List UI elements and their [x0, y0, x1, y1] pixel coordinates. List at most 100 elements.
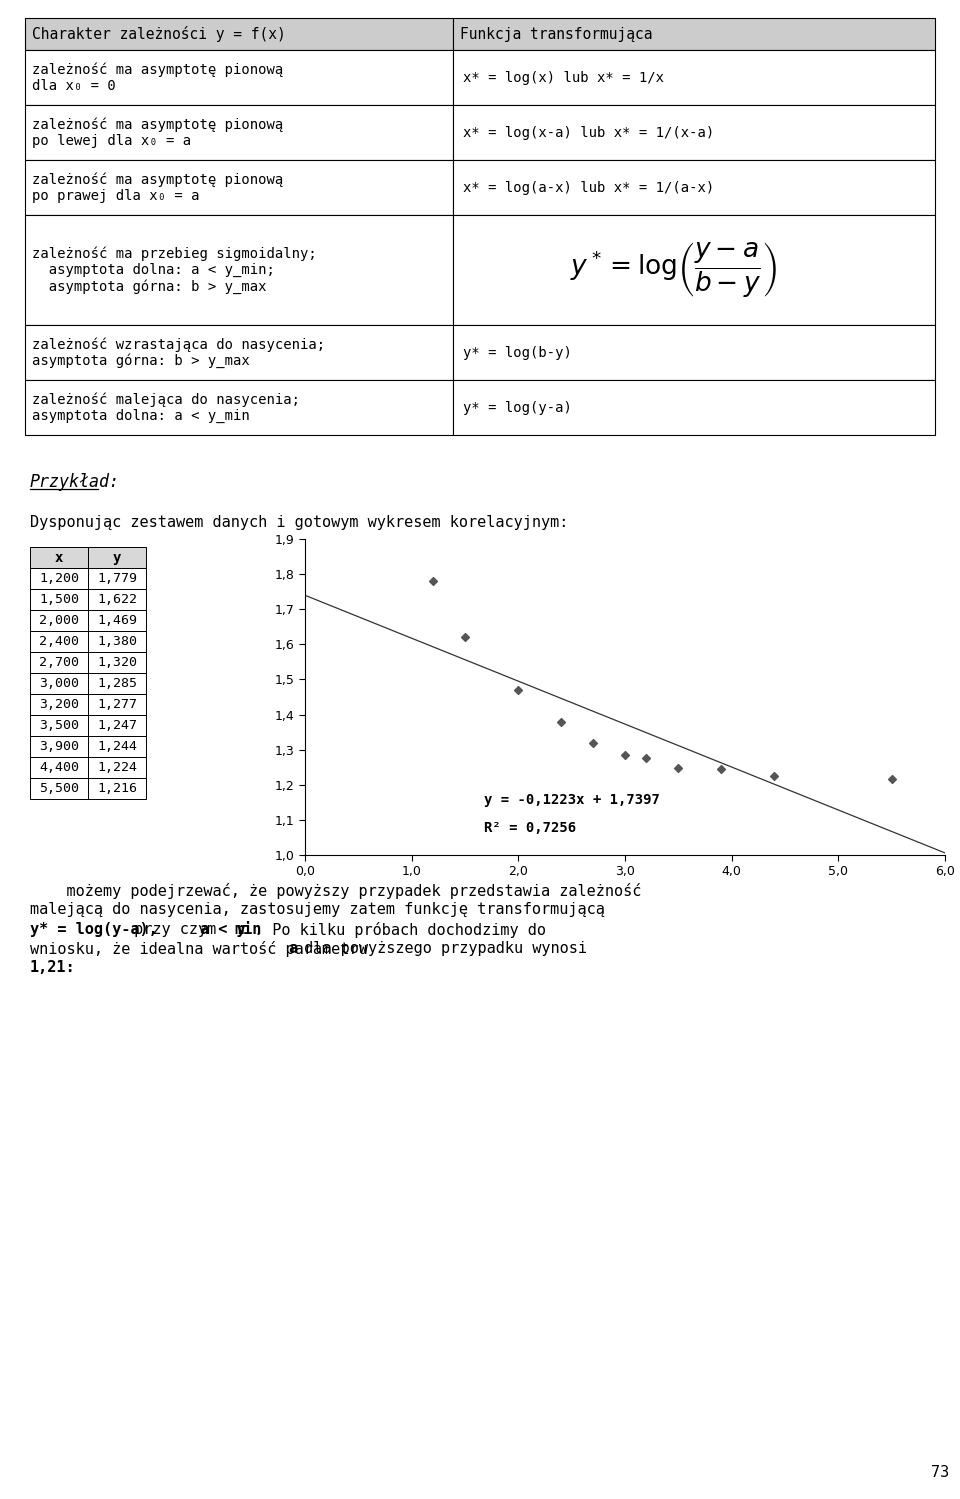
Bar	[88, 673, 146, 694]
Text: Przykład:: Przykład:	[30, 474, 120, 492]
Text: a: a	[288, 941, 298, 956]
Text: 1,469: 1,469	[97, 615, 137, 627]
Text: dla powyższego przypadku wynosi: dla powyższego przypadku wynosi	[295, 941, 588, 956]
Text: 3,000: 3,000	[39, 678, 79, 690]
Bar	[453, 49, 935, 105]
Text: 1,622: 1,622	[97, 594, 137, 606]
Text: asymptota górna: b > y_max: asymptota górna: b > y_max	[32, 279, 267, 294]
Bar	[25, 49, 453, 105]
Bar	[453, 18, 935, 49]
Text: 2,400: 2,400	[39, 636, 79, 648]
Text: po lewej dla x₀ = a: po lewej dla x₀ = a	[32, 133, 191, 148]
Bar	[88, 631, 146, 652]
Text: y: y	[113, 550, 121, 565]
Point	[511, 679, 526, 703]
Text: asymptota dolna: a < y_min: asymptota dolna: a < y_min	[32, 409, 250, 423]
Bar	[88, 736, 146, 757]
Text: zależność ma asymptotę pionową: zależność ma asymptotę pionową	[32, 61, 283, 76]
Bar	[30, 568, 88, 589]
Bar	[88, 568, 146, 589]
Bar	[30, 547, 88, 568]
Bar	[25, 105, 453, 160]
Text: zależność ma asymptotę pionową: zależność ma asymptotę pionową	[32, 172, 283, 186]
Point	[586, 730, 601, 754]
Text: x: x	[55, 550, 63, 565]
Text: dla x₀ = 0: dla x₀ = 0	[32, 79, 116, 93]
Text: zależność ma przebieg sigmoidalny;: zależność ma przebieg sigmoidalny;	[32, 246, 317, 261]
Bar	[25, 18, 453, 49]
Point	[617, 744, 633, 767]
Text: po prawej dla x₀ = a: po prawej dla x₀ = a	[32, 189, 200, 202]
Point	[767, 764, 782, 788]
Text: y* = log(y-a),: y* = log(y-a),	[30, 922, 157, 937]
Bar	[25, 160, 453, 214]
Text: 1,247: 1,247	[97, 720, 137, 732]
Text: $y^* = \log\!\left(\dfrac{y-a}{b-y}\right)$: $y^* = \log\!\left(\dfrac{y-a}{b-y}\righ…	[570, 240, 778, 300]
Text: 1,224: 1,224	[97, 761, 137, 773]
Text: 1,200: 1,200	[39, 573, 79, 585]
Text: asymptota górna: b > y_max: asymptota górna: b > y_max	[32, 354, 250, 369]
Text: zależność wzrastająca do nasycenia;: zależność wzrastająca do nasycenia;	[32, 337, 325, 351]
Text: 3,900: 3,900	[39, 741, 79, 752]
Text: 1,277: 1,277	[97, 699, 137, 711]
Bar	[88, 589, 146, 610]
Text: zależność ma asymptotę pionową: zależność ma asymptotę pionową	[32, 117, 283, 132]
Bar	[453, 214, 935, 325]
Text: x* = log(a-x) lub x* = 1/(a-x): x* = log(a-x) lub x* = 1/(a-x)	[463, 180, 714, 195]
Text: R² = 0,7256: R² = 0,7256	[484, 821, 576, 835]
Bar	[30, 589, 88, 610]
Text: 1,21:: 1,21:	[30, 959, 76, 974]
Text: 1,500: 1,500	[39, 594, 79, 606]
Bar	[88, 757, 146, 778]
Text: 1,285: 1,285	[97, 678, 137, 690]
Text: Funkcja transformująca: Funkcja transformująca	[460, 27, 652, 42]
Text: 1,380: 1,380	[97, 636, 137, 648]
Bar	[25, 381, 453, 435]
Bar	[30, 715, 88, 736]
Bar	[88, 547, 146, 568]
Text: x* = log(x) lub x* = 1/x: x* = log(x) lub x* = 1/x	[463, 70, 663, 84]
Text: Charakter zależności y = f(x): Charakter zależności y = f(x)	[32, 25, 286, 42]
Bar	[30, 736, 88, 757]
Point	[553, 709, 568, 733]
Point	[713, 757, 729, 781]
Text: 3,500: 3,500	[39, 720, 79, 732]
Text: 2,000: 2,000	[39, 615, 79, 627]
Text: 3,200: 3,200	[39, 699, 79, 711]
Point	[425, 570, 441, 594]
Bar	[30, 652, 88, 673]
Bar	[453, 325, 935, 381]
Bar	[88, 694, 146, 715]
Text: 4,400: 4,400	[39, 761, 79, 773]
Text: 2,700: 2,700	[39, 657, 79, 669]
Text: Dysponując zestawem danych i gotowym wykresem korelacyjnym:: Dysponując zestawem danych i gotowym wyk…	[30, 516, 568, 531]
Text: asymptota dolna: a < y_min;: asymptota dolna: a < y_min;	[32, 262, 275, 277]
Bar	[25, 325, 453, 381]
Bar	[30, 610, 88, 631]
Bar	[30, 778, 88, 799]
Text: y* = log(y-a): y* = log(y-a)	[463, 400, 571, 415]
Text: 1,244: 1,244	[97, 741, 137, 752]
Text: y = -0,1223x + 1,7397: y = -0,1223x + 1,7397	[484, 793, 660, 806]
Text: możemy podejrzewać, że powyższy przypadek przedstawia zależność: możemy podejrzewać, że powyższy przypade…	[30, 883, 641, 899]
Text: 1,216: 1,216	[97, 782, 137, 794]
Text: 1,320: 1,320	[97, 657, 137, 669]
Text: min: min	[234, 922, 261, 937]
Text: wniosku, że idealna wartość parametru: wniosku, że idealna wartość parametru	[30, 941, 376, 956]
Text: malejącą do nasycenia, zastosujemy zatem funkcję transformującą: malejącą do nasycenia, zastosujemy zatem…	[30, 902, 605, 917]
Bar	[88, 778, 146, 799]
Bar	[25, 214, 453, 325]
Bar	[30, 631, 88, 652]
Text: 73: 73	[931, 1465, 949, 1480]
Point	[884, 767, 900, 791]
Bar	[30, 673, 88, 694]
Bar	[88, 610, 146, 631]
Bar	[453, 105, 935, 160]
Bar	[30, 757, 88, 778]
Text: . Po kilku próbach dochodzimy do: . Po kilku próbach dochodzimy do	[254, 922, 546, 937]
Point	[671, 757, 686, 781]
Text: y* = log(b-y): y* = log(b-y)	[463, 345, 571, 360]
Point	[457, 625, 472, 649]
Bar	[88, 652, 146, 673]
Point	[638, 745, 654, 769]
